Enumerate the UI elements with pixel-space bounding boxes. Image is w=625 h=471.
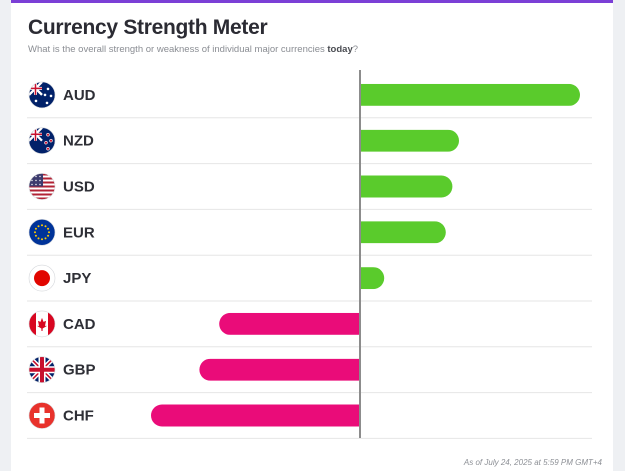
- strength-bar-nzd: [360, 129, 459, 152]
- strength-bar-aud: [360, 83, 580, 106]
- strength-bar-jpy: [360, 267, 385, 290]
- strength-bar-usd: [360, 175, 453, 198]
- currency-row: CAD: [27, 310, 592, 348]
- eu-flag-icon: [28, 219, 56, 246]
- usa-flag-icon: [28, 173, 56, 200]
- currency-label: USD: [63, 179, 95, 196]
- currency-row: USD: [27, 173, 592, 210]
- currency-label: NZD: [63, 133, 94, 150]
- currency-row: EUR: [27, 219, 592, 256]
- currency-row: CHF: [27, 402, 592, 439]
- currency-label: AUD: [63, 87, 96, 104]
- uk-flag-icon: [28, 356, 56, 384]
- currency-label: CHF: [63, 408, 94, 425]
- currency-row: NZD: [27, 127, 592, 165]
- strength-bar-gbp: [199, 358, 360, 381]
- currency-label: EUR: [63, 224, 95, 241]
- strength-bar-chf: [151, 404, 360, 427]
- subtitle-emphasis: today: [327, 44, 353, 55]
- page-subtitle: What is the overall strength or weakness…: [28, 44, 358, 55]
- new-zealand-flag-icon: [28, 127, 56, 154]
- page-title: Currency Strength Meter: [28, 16, 268, 39]
- strength-bar-cad: [219, 312, 360, 335]
- strength-bar-eur: [360, 221, 446, 244]
- currency-row: AUD: [27, 81, 592, 119]
- switzerland-flag-icon: [28, 402, 56, 429]
- currency-label: GBP: [63, 362, 96, 379]
- subtitle-suffix: ?: [352, 44, 359, 55]
- currency-row: GBP: [27, 356, 592, 394]
- currency-row: JPY: [27, 264, 592, 302]
- currency-label: CAD: [63, 316, 96, 333]
- timestamp: As of July 24, 2025 at 5:59 PM GMT+4: [463, 458, 602, 467]
- currency-label: JPY: [63, 270, 91, 287]
- canada-flag-icon: [28, 310, 56, 338]
- australia-flag-icon: [28, 81, 56, 109]
- japan-flag-icon: [28, 264, 56, 292]
- subtitle-text: What is the overall strength or weakness…: [28, 44, 328, 55]
